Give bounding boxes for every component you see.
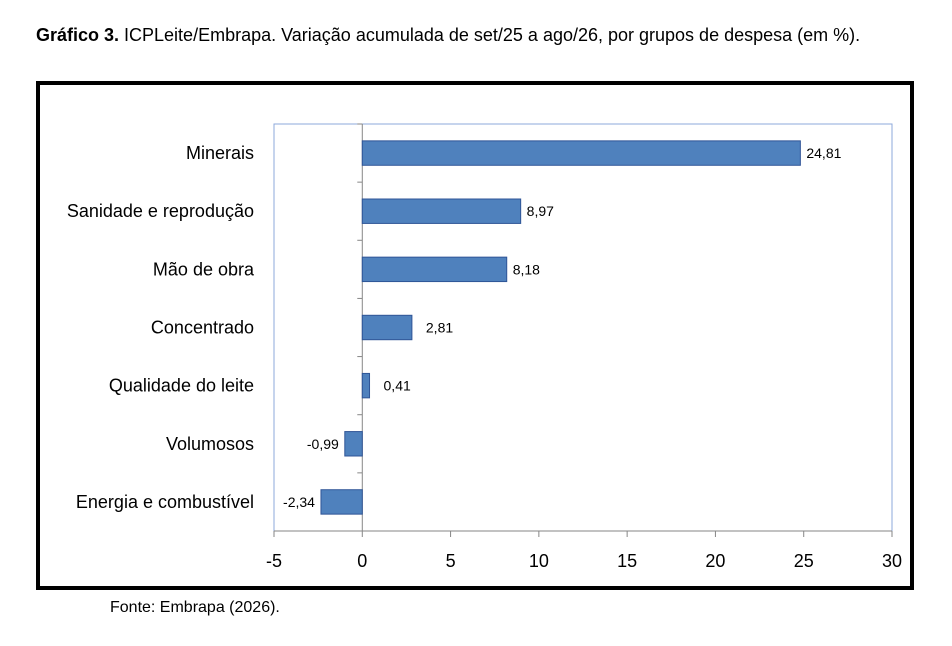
category-label: Minerais [186,143,254,163]
category-label: Qualidade do leite [109,376,254,396]
category-label: Mão de obra [153,259,255,279]
value-label: 24,81 [806,145,841,161]
category-label: Concentrado [151,318,254,338]
x-tick-label: 25 [794,551,814,571]
category-label: Volumosos [166,434,254,454]
bar [361,140,801,166]
bar [320,489,363,515]
x-tick-label: 10 [529,551,549,571]
x-tick-label: 0 [357,551,367,571]
bar [361,256,508,283]
x-tick-label: -5 [266,551,282,571]
chart-caption: Gráfico 3. ICPLeite/Embrapa. Variação ac… [36,22,920,48]
bar [361,372,371,399]
value-label: 0,41 [384,378,411,394]
x-tick-label: 20 [705,551,725,571]
value-label: 2,81 [426,320,453,336]
bar [361,198,522,224]
x-tick-label: 5 [446,551,456,571]
value-label: 8,97 [527,203,554,219]
chart-frame: -5 0 5 10 15 20 25 30 Minerais 24,81 Sanidade e re… [36,81,914,590]
category-label: Energia e combustível [76,492,254,512]
x-tick-label: 15 [617,551,637,571]
bar [361,314,413,341]
source-note: Fonte: Embrapa (2026). [110,599,280,616]
x-tick-label: 30 [882,551,902,571]
caption-text: ICPLeite/Embrapa. Variação acumulada de … [119,25,861,45]
category-label: Sanidade e reprodução [67,201,254,221]
caption-label: Gráfico 3. [36,25,120,45]
value-label: 8,18 [513,261,540,277]
bar-chart: -5 0 5 10 15 20 25 30 Minerais 24,81 Sanidade e re… [67,123,902,571]
bar [344,431,363,457]
value-label: -2,34 [283,494,315,510]
value-label: -0,99 [307,436,339,452]
